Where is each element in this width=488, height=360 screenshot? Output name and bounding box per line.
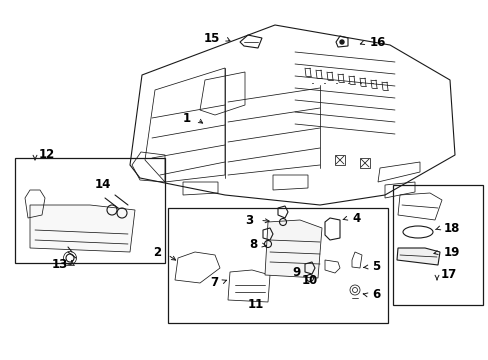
Text: 9: 9 — [292, 266, 301, 279]
Text: 19: 19 — [443, 246, 459, 258]
Text: 14: 14 — [95, 179, 111, 192]
Bar — [359, 158, 369, 168]
Circle shape — [339, 40, 343, 44]
Text: 18: 18 — [443, 221, 459, 234]
Polygon shape — [30, 205, 135, 252]
Text: 16: 16 — [369, 36, 386, 49]
Text: 6: 6 — [371, 288, 380, 302]
Text: 4: 4 — [351, 211, 360, 225]
Bar — [168, 208, 387, 323]
Text: 15: 15 — [203, 31, 220, 45]
Polygon shape — [264, 220, 321, 278]
Text: 13: 13 — [52, 258, 68, 271]
Text: 7: 7 — [209, 275, 218, 288]
Bar — [15, 158, 164, 263]
Text: 3: 3 — [244, 213, 252, 226]
Text: 8: 8 — [249, 238, 258, 252]
Bar — [334, 155, 345, 165]
Text: 5: 5 — [371, 261, 380, 274]
Bar — [392, 185, 482, 305]
Text: 10: 10 — [301, 274, 317, 287]
Text: 17: 17 — [440, 269, 456, 282]
Text: 11: 11 — [247, 298, 264, 311]
Text: 12: 12 — [39, 148, 55, 162]
Text: 2: 2 — [153, 247, 161, 260]
Text: 1: 1 — [183, 112, 191, 125]
Polygon shape — [396, 248, 439, 265]
